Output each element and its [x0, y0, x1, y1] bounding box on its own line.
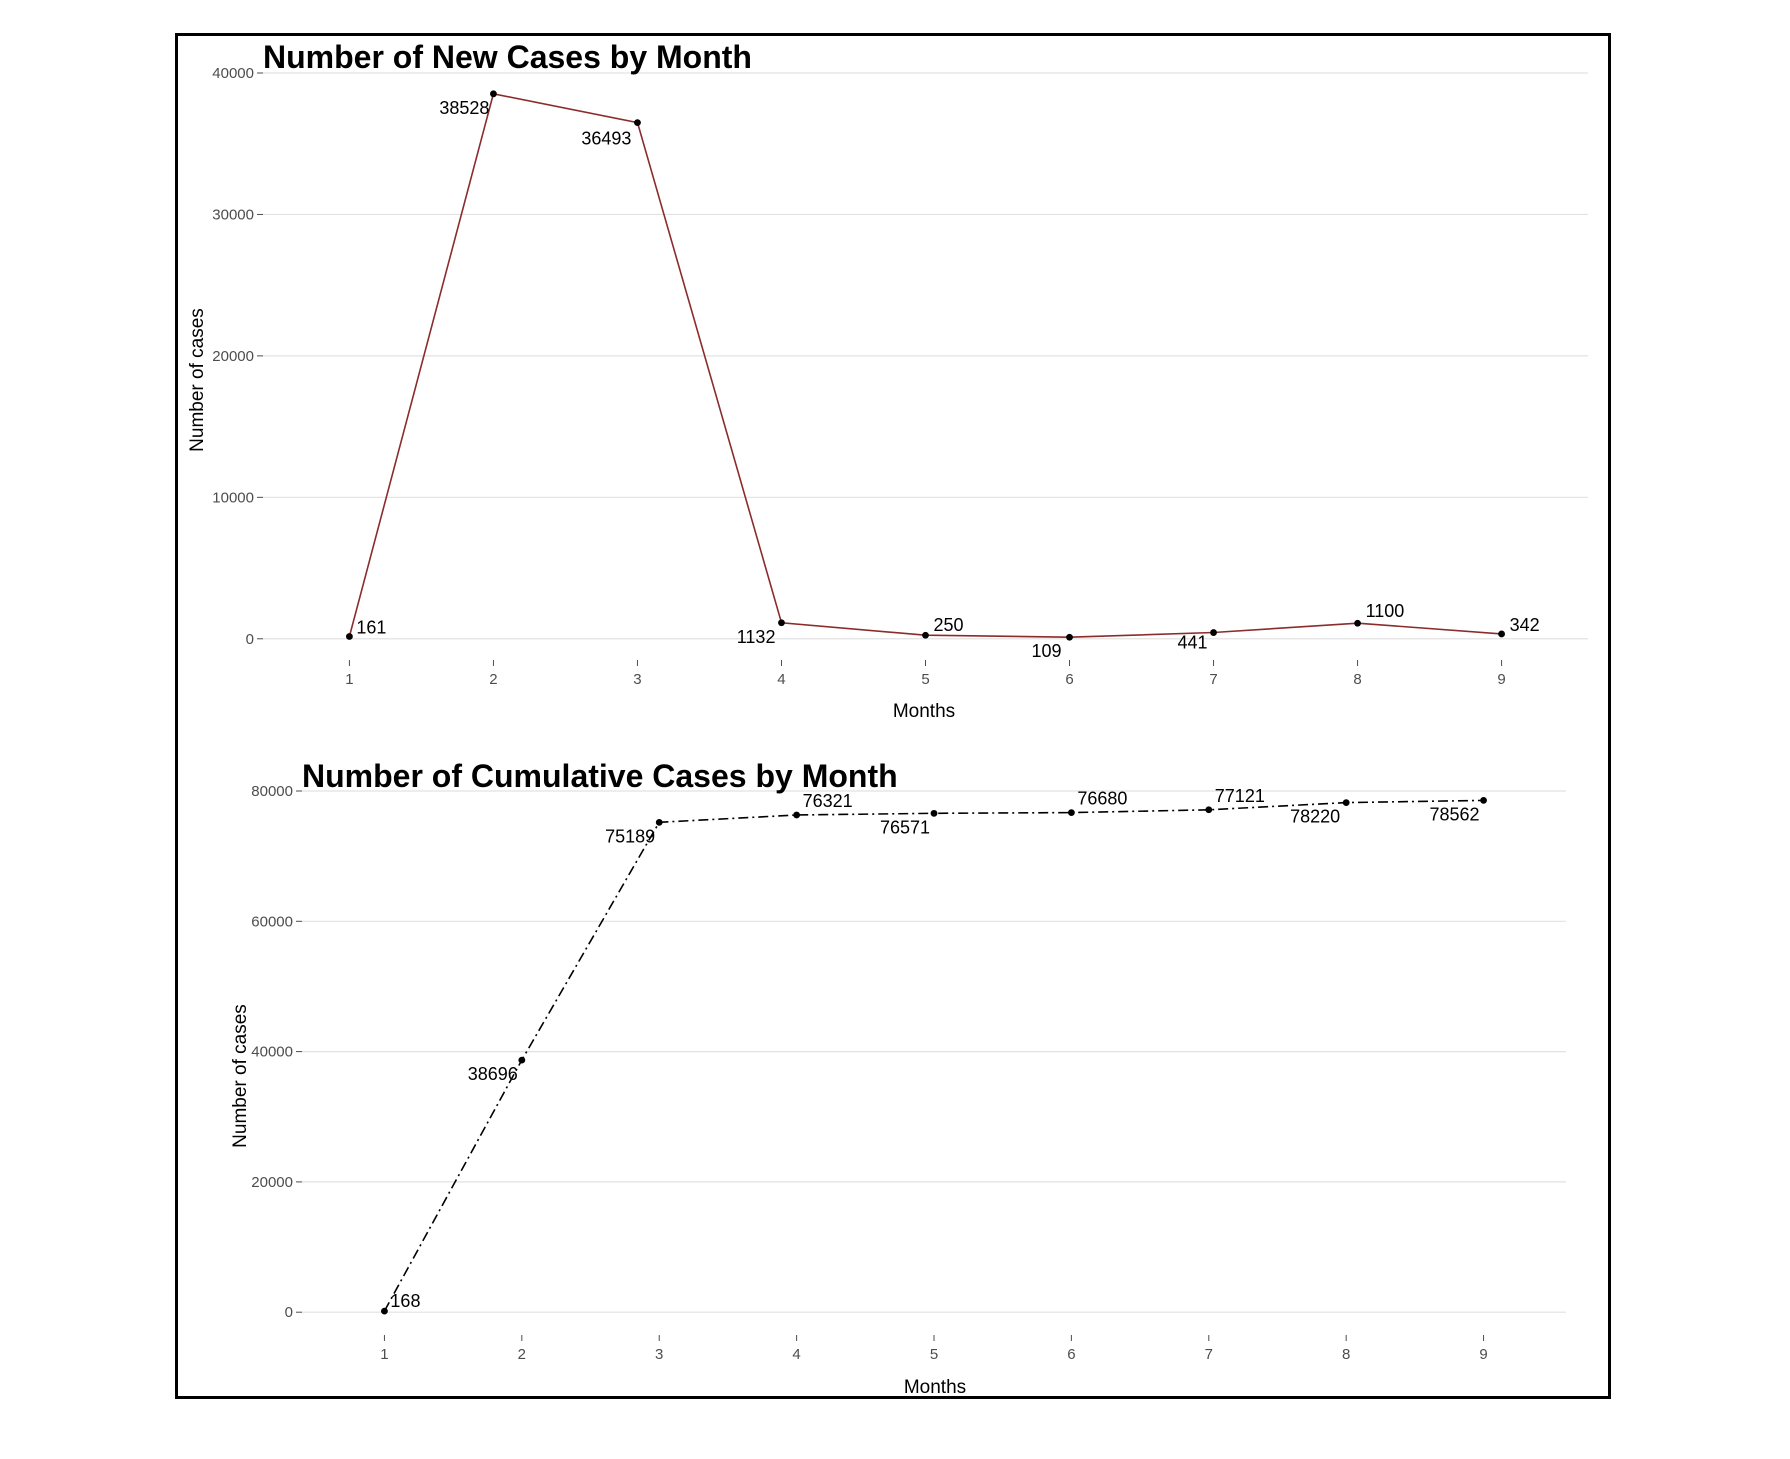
new-cases-data-point — [1066, 633, 1073, 641]
cumulative-cases-y-tick-label: 40000 — [251, 1044, 293, 1061]
figure-frame — [175, 33, 1611, 1399]
cumulative-cases-data-label: 76321 — [803, 791, 853, 811]
new-cases-x-tick-label: 7 — [1209, 671, 1217, 688]
cumulative-cases-x-tick-label: 2 — [518, 1346, 526, 1363]
cumulative-cases-data-label: 38696 — [468, 1064, 518, 1084]
cumulative-cases-data-point — [381, 1307, 388, 1315]
cumulative-cases-y-tick-label: 80000 — [251, 783, 293, 800]
new-cases-y-tick-label: 40000 — [212, 65, 254, 82]
cumulative-cases-x-tick-label: 4 — [792, 1346, 800, 1363]
new-cases-x-tick-label: 3 — [633, 671, 641, 688]
new-cases-x-axis-title: Months — [893, 701, 955, 722]
cumulative-cases-chart-title: Number of Cumulative Cases by Month — [302, 758, 898, 794]
cumulative-cases-x-tick-label: 6 — [1067, 1346, 1075, 1363]
new-cases-x-tick-label: 9 — [1497, 671, 1505, 688]
cumulative-cases-data-label: 75189 — [605, 826, 655, 846]
new-cases-data-point — [1498, 630, 1505, 638]
new-cases-x-tick-label: 6 — [1065, 671, 1073, 688]
cumulative-cases-x-tick-label: 5 — [930, 1346, 938, 1363]
cumulative-cases-data-point — [793, 811, 801, 819]
cumulative-cases-data-point — [1205, 806, 1213, 814]
new-cases-data-label: 1132 — [737, 627, 776, 647]
new-cases-data-label: 441 — [1177, 633, 1207, 653]
new-cases-y-tick-label: 30000 — [212, 206, 254, 223]
new-cases-data-label: 38528 — [439, 98, 489, 118]
cumulative-cases-y-tick-label: 60000 — [251, 913, 293, 930]
cumulative-cases-y-tick-label: 20000 — [251, 1174, 293, 1191]
new-cases-x-tick-label: 1 — [345, 671, 353, 688]
new-cases-data-label: 36493 — [581, 129, 631, 149]
new-cases-x-tick-label: 2 — [489, 671, 497, 688]
cumulative-cases-data-label: 78220 — [1290, 807, 1340, 827]
new-cases-data-label: 109 — [1031, 641, 1061, 661]
cumulative-cases-data-label: 76680 — [1077, 789, 1127, 809]
new-cases-data-label: 342 — [1510, 615, 1540, 635]
new-cases-data-point — [346, 633, 353, 640]
cumulative-cases-data-point — [518, 1056, 526, 1064]
new-cases-data-label: 161 — [356, 618, 386, 638]
new-cases-data-point — [490, 90, 497, 98]
new-cases-y-axis-title: Number of cases — [187, 308, 208, 452]
cumulative-cases-x-tick-label: 1 — [380, 1346, 388, 1363]
cumulative-cases-data-label: 168 — [390, 1291, 420, 1311]
cumulative-cases-x-axis-title: Months — [904, 1377, 966, 1398]
new-cases-chart-title: Number of New Cases by Month — [263, 39, 752, 75]
new-cases-x-tick-label: 8 — [1353, 671, 1361, 688]
cumulative-cases-x-tick-label: 8 — [1342, 1346, 1350, 1363]
new-cases-marks: 161 38528 36493 1132 250 109 441 1100 342 — [346, 90, 1540, 661]
cumulative-cases-x-tick-label: 9 — [1479, 1346, 1487, 1363]
cumulative-cases-data-label: 77121 — [1215, 786, 1265, 806]
new-cases-y-tick-label: 10000 — [212, 489, 254, 506]
cumulative-cases-data-label: 76571 — [880, 817, 930, 837]
new-cases-chart: 0 10000 20000 30000 40000 1 2 3 4 5 6 7 8 9 161 38528 3… — [187, 39, 1588, 722]
new-cases-y-tick-label: 0 — [246, 631, 254, 648]
cumulative-cases-data-point — [1342, 799, 1350, 806]
new-cases-data-point — [1210, 629, 1217, 636]
cumulative-cases-data-point — [655, 818, 663, 826]
cumulative-cases-x-tick-label: 3 — [655, 1346, 663, 1363]
cumulative-cases-data-label: 78562 — [1430, 804, 1480, 824]
cumulative-cases-series-line — [383, 799, 1484, 1312]
new-cases-data-point — [922, 631, 929, 639]
new-cases-data-point — [778, 619, 785, 627]
cumulative-cases-data-point — [1480, 796, 1487, 804]
new-cases-data-label: 1100 — [1366, 601, 1405, 621]
new-cases-data-point — [1354, 619, 1361, 627]
new-cases-data-label: 250 — [934, 615, 964, 635]
cumulative-cases-x-tick-label: 7 — [1205, 1346, 1213, 1363]
new-cases-gridlines: 0 10000 20000 30000 40000 1 2 3 4 5 6 7 8 9 — [212, 65, 1588, 688]
cumulative-cases-marks: 168 38696 75189 76321 76571 76680 77121 78220 78… — [381, 786, 1487, 1315]
cumulative-cases-gridlines: 0 20000 40000 60000 80000 1 2 3 4 5 6 7 8 9 — [251, 783, 1566, 1363]
new-cases-y-tick-label: 20000 — [212, 348, 254, 365]
new-cases-data-point — [634, 119, 641, 127]
cumulative-cases-data-point — [930, 809, 938, 817]
cumulative-cases-data-point — [1067, 809, 1075, 817]
cumulative-cases-y-axis-title: Number of cases — [230, 1004, 251, 1148]
new-cases-x-tick-label: 5 — [921, 671, 929, 688]
new-cases-x-tick-label: 4 — [777, 671, 785, 688]
cumulative-cases-y-tick-label: 0 — [285, 1304, 293, 1321]
